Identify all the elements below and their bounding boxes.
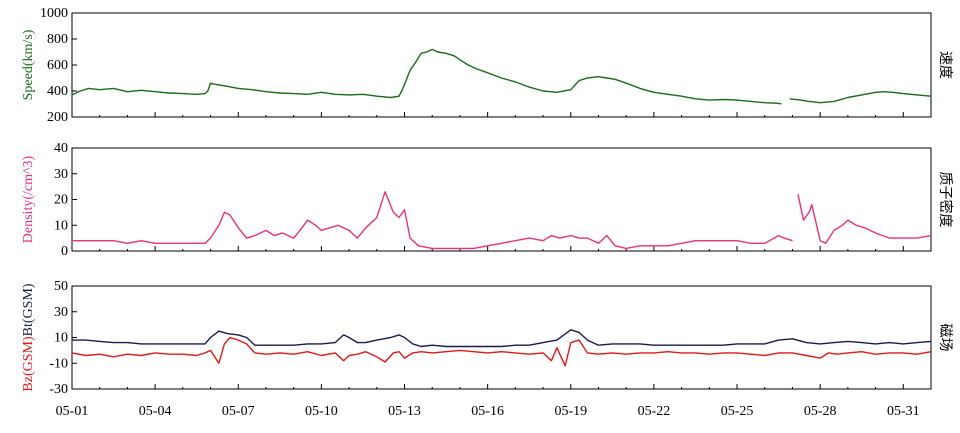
panel-2-ytick-label-4: 40 xyxy=(54,141,68,156)
panel-2-series-1-segment-2 xyxy=(797,194,932,245)
x-tick-label-7: 05-22 xyxy=(638,404,671,419)
panel-1-ytick-label-4: 1000 xyxy=(40,6,68,21)
panel-3-ylabel-part-2: Bt(GSM) xyxy=(21,283,36,336)
panel-1-ytick-label-0: 200 xyxy=(47,110,68,125)
panel-2-ytick-label-1: 10 xyxy=(54,218,68,233)
x-tick-label-6: 05-19 xyxy=(554,404,587,419)
panel-2-ylabel: Density(/cm^3) xyxy=(21,155,36,243)
x-tick-label-9: 05-28 xyxy=(804,404,837,419)
panel-3-ylabel: Bz(GSM)Bt(GSM) xyxy=(21,283,36,391)
panel-3-series-1-segment-1 xyxy=(72,329,932,348)
panel-3-ytick-label-1: -10 xyxy=(49,356,68,371)
panel-3-ytick-label-4: 50 xyxy=(54,279,68,294)
panel-1-series-1-segment-2 xyxy=(789,90,932,104)
panel-1-ytick-label-1: 400 xyxy=(47,84,68,99)
panel-1-right-label: 速度 xyxy=(937,51,953,79)
panel-3-ylabel-part-1: Bz(GSM) xyxy=(21,336,36,392)
panel-3-right-label: 磁场 xyxy=(937,324,953,352)
x-tick-label-2: 05-07 xyxy=(222,404,255,419)
panel-2-frame xyxy=(71,147,932,252)
x-tick-label-5: 05-16 xyxy=(471,404,504,419)
x-tick-label-1: 05-04 xyxy=(139,404,172,419)
panel-1-ylabel: Speed(km/s) xyxy=(21,29,36,100)
panel-2-right-label: 质子密度 xyxy=(937,172,954,228)
x-tick-label-0: 05-01 xyxy=(56,404,89,419)
panel-1-frame xyxy=(71,12,932,118)
panel-3-ytick-label-0: -30 xyxy=(49,382,68,397)
panel-2-ytick-label-0: 0 xyxy=(61,244,68,259)
x-tick-label-10: 05-31 xyxy=(887,404,920,419)
panel-2-ytick-label-2: 20 xyxy=(54,193,68,208)
x-tick-label-8: 05-25 xyxy=(721,404,754,419)
panel-3-series-2-segment-1 xyxy=(71,336,932,367)
x-tick-label-3: 05-10 xyxy=(305,404,338,419)
panel-2-ytick-label-3: 30 xyxy=(54,167,68,182)
panel-1-ytick-label-2: 600 xyxy=(47,58,68,73)
panel-2-series-1-segment-1 xyxy=(72,191,793,250)
panel-1-series-1-segment-1 xyxy=(71,48,782,105)
panel-1-ytick-label-3: 800 xyxy=(47,32,68,47)
panel-3-ytick-label-3: 30 xyxy=(54,305,68,320)
panel-3-frame xyxy=(71,285,932,390)
panel-3-ytick-label-2: 10 xyxy=(54,331,68,346)
x-tick-label-4: 05-13 xyxy=(388,404,421,419)
